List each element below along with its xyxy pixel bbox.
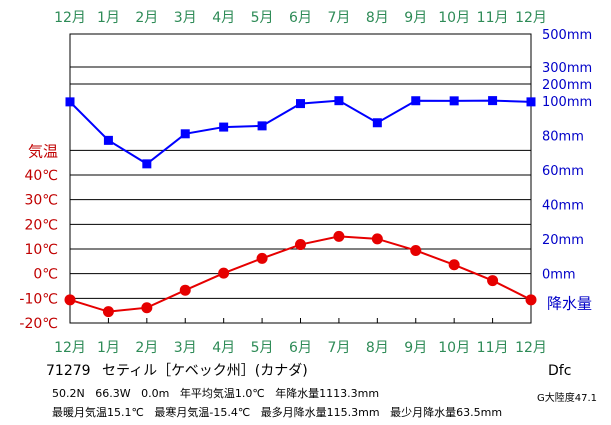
- precipitation-tick-label: 500mm: [542, 28, 592, 43]
- top-month-label: 9月: [404, 10, 427, 26]
- precipitation-tick-label: 60mm: [542, 164, 584, 179]
- bottom-month-label: 12月: [54, 340, 86, 356]
- temperature-point: [102, 306, 114, 318]
- bottom-month-label: 9月: [404, 340, 427, 356]
- temperature-point: [448, 259, 460, 271]
- top-month-labels: 12月 1月 2月 3月 4月 5月 6月 7月 8月 9月 10月 11月 12月: [54, 10, 547, 26]
- top-month-label: 2月: [135, 10, 158, 26]
- annual-precip: 年降水量1113.3mm: [275, 387, 380, 400]
- precipitation-point: [219, 122, 229, 132]
- temperature-axis-label: 気温: [28, 142, 58, 160]
- longitude: 66.3W: [95, 387, 131, 400]
- temperature-point: [64, 294, 76, 306]
- precipitation-axis-label: 降水量: [547, 294, 592, 312]
- precipitation-tick-label: 20mm: [542, 233, 584, 248]
- station-id: 71279: [46, 363, 91, 379]
- warmest-month-temp: 最暖月気温15.1℃: [52, 406, 144, 419]
- temperature-tick-label: 20℃: [24, 217, 58, 233]
- precipitation-point: [65, 97, 75, 107]
- precipitation-point: [372, 118, 382, 128]
- precipitation-tick-label: 0mm: [542, 268, 576, 283]
- bottom-month-label: 12月: [515, 340, 547, 356]
- wettest-month-precip: 最多月降水量115.3mm: [260, 406, 380, 419]
- temperature-tick-label: 10℃: [24, 242, 58, 258]
- top-month-label: 11月: [477, 10, 509, 26]
- climate-code: Dfc: [548, 363, 572, 379]
- precipitation-point: [103, 135, 113, 145]
- station-stats-line-1: 50.2N 66.3W 0.0m 年平均気温1.0℃ 年降水量1113.3mm: [52, 385, 379, 401]
- top-month-label: 12月: [54, 10, 86, 26]
- bottom-month-label: 2月: [135, 340, 158, 356]
- top-month-label: 5月: [251, 10, 274, 26]
- bottom-month-label: 11月: [477, 340, 509, 356]
- latitude: 50.2N: [52, 387, 85, 400]
- precipitation-point: [449, 96, 459, 106]
- bottom-month-label: 6月: [289, 340, 312, 356]
- bottom-month-label: 5月: [251, 340, 274, 356]
- precipitation-tick-labels: 500mm 300mm 200mm 100mm 80mm 60mm 40mm 20mm 0mm: [542, 28, 592, 283]
- precipitation-point: [257, 121, 267, 131]
- driest-month-precip: 最少月降水量63.5mm: [390, 406, 503, 419]
- top-month-label: 12月: [515, 10, 547, 26]
- precipitation-tick-label: 300mm: [542, 61, 592, 76]
- precipitation-line: [69, 99, 532, 166]
- bottom-month-labels: 12月 1月 2月 3月 4月 5月 6月 7月 8月 9月 10月 11月 12月: [54, 340, 547, 356]
- precipitation-tick-label: 100mm: [542, 95, 592, 110]
- top-month-label: 7月: [327, 10, 350, 26]
- temperature-point: [256, 252, 268, 264]
- temperature-point: [333, 230, 345, 242]
- series-points: [64, 96, 537, 318]
- temperature-tick-label: 40℃: [24, 168, 58, 184]
- temperature-tick-labels: 40℃ 30℃ 20℃ 10℃ 0℃ -10℃ -20℃: [19, 168, 58, 332]
- top-month-label: 1月: [97, 10, 120, 26]
- temperature-point: [141, 302, 153, 314]
- temperature-point: [487, 275, 499, 287]
- precipitation-tick-label: 200mm: [542, 78, 592, 93]
- temperature-point: [410, 244, 422, 256]
- plot-border: [69, 33, 532, 324]
- precipitation-tick-label: 80mm: [542, 130, 584, 145]
- precipitation-point: [411, 96, 421, 106]
- plot-frame: [69, 33, 532, 324]
- temperature-tick-label: 30℃: [24, 193, 58, 209]
- temperature-point: [179, 284, 191, 296]
- precipitation-tick-label: 40mm: [542, 199, 584, 214]
- elevation: 0.0m: [141, 387, 170, 400]
- bottom-month-label: 1月: [97, 340, 120, 356]
- precipitation-point: [488, 96, 498, 106]
- precipitation-point: [526, 97, 536, 107]
- top-month-label: 3月: [174, 10, 197, 26]
- station-title: 71279 セティル［ケベック州］(カナダ): [46, 360, 308, 380]
- top-month-label: 4月: [212, 10, 235, 26]
- bottom-month-label: 4月: [212, 340, 235, 356]
- bottom-month-label: 10月: [438, 340, 470, 356]
- top-month-label: 10月: [438, 10, 470, 26]
- bottom-month-label: 7月: [327, 340, 350, 356]
- precipitation-point: [180, 129, 190, 139]
- top-month-label: 6月: [289, 10, 312, 26]
- temperature-point: [371, 233, 383, 245]
- grid-lines: [70, 33, 531, 323]
- station-stats-line-2: 最暖月気温15.1℃ 最寒月気温-15.4℃ 最多月降水量115.3mm 最少月…: [52, 404, 502, 420]
- coldest-month-temp: 最寒月気温-15.4℃: [154, 406, 251, 419]
- bottom-month-label: 8月: [366, 340, 389, 356]
- station-name: セティル［ケベック州］(カナダ): [102, 363, 308, 379]
- annual-mean-temp: 年平均気温1.0℃: [179, 387, 265, 400]
- temperature-tick-label: -20℃: [19, 316, 58, 332]
- top-month-label: 8月: [366, 10, 389, 26]
- temperature-tick-label: 0℃: [33, 267, 58, 283]
- precipitation-point: [296, 99, 305, 109]
- precipitation-point: [334, 96, 344, 106]
- temperature-point: [295, 239, 306, 251]
- temperature-point: [525, 294, 537, 306]
- temperature-tick-label: -10℃: [19, 291, 58, 307]
- continentality: G大陸度47.1: [537, 393, 598, 404]
- precipitation-point: [142, 159, 152, 169]
- temperature-point: [218, 267, 230, 279]
- series-lines: [69, 99, 532, 313]
- bottom-month-label: 3月: [174, 340, 197, 356]
